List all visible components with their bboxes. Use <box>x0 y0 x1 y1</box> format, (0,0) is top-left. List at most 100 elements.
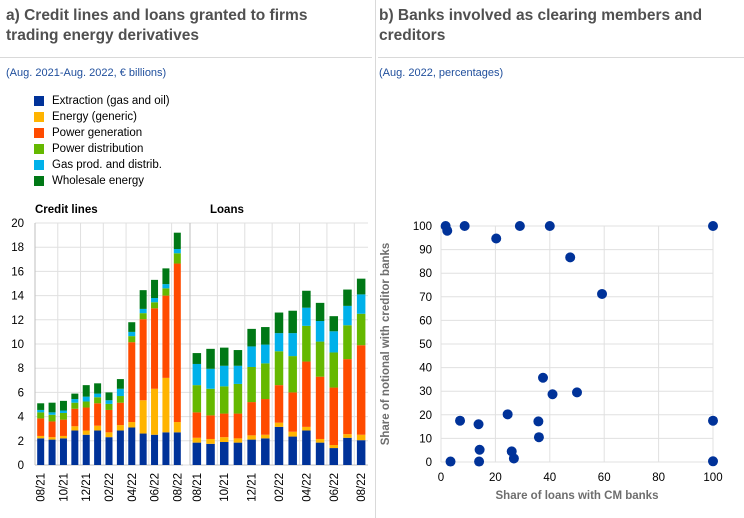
bar-segment <box>162 284 170 289</box>
legend-swatch <box>34 176 44 186</box>
bar-segment <box>116 396 124 403</box>
bar-segment <box>356 434 366 441</box>
bar-segment <box>94 430 102 465</box>
bar-segment <box>315 302 325 322</box>
y-tick-label: 14 <box>11 291 24 303</box>
bar-segment <box>219 437 229 443</box>
panel-divider <box>375 0 376 518</box>
y-tick-label: 40 <box>419 363 432 375</box>
bar-segment <box>94 393 102 398</box>
bar-segment <box>274 312 284 334</box>
bar-segment <box>71 399 79 403</box>
y-tick-label: 0 <box>426 457 432 469</box>
bar-segment <box>71 393 79 400</box>
panel-a-title-line1: a) Credit lines and loans granted to fir… <box>6 7 308 24</box>
legend-item: Power generation <box>34 125 170 141</box>
x-tick-label: 40 <box>543 472 556 484</box>
bar-segment <box>315 321 325 342</box>
x-tick-label: 10/21 <box>58 473 70 502</box>
bar-segment <box>274 385 284 423</box>
bar-segment <box>116 402 124 426</box>
bar-segment <box>162 432 170 465</box>
x-tick-label: 02/22 <box>104 473 116 502</box>
bar-segment <box>233 413 243 439</box>
bar-segment <box>59 419 67 436</box>
bar-segment <box>94 403 102 426</box>
bar-segment <box>116 388 124 397</box>
bar-segment <box>94 425 102 431</box>
x-tick-label: 12/21 <box>81 473 93 502</box>
bar-segment <box>219 442 229 465</box>
scatter-point <box>544 221 555 231</box>
bar-segment <box>315 341 325 377</box>
legend-swatch <box>34 112 44 122</box>
bar-segment <box>192 437 202 443</box>
x-tick-label: 06/22 <box>150 473 162 502</box>
bar-segment <box>37 409 45 413</box>
bar-segment <box>247 439 256 465</box>
scatter-point <box>538 372 548 383</box>
y-tick-label: 90 <box>419 245 432 257</box>
scatter-point <box>533 416 544 427</box>
panel-a-title: a) Credit lines and loans granted to fir… <box>6 6 307 46</box>
bar-segment <box>247 328 256 347</box>
scatter-point <box>514 221 525 231</box>
scatter-point <box>445 456 456 467</box>
x-tick-label: 08/21 <box>36 473 48 502</box>
bar-segment <box>162 268 170 285</box>
bar-segment <box>59 400 67 411</box>
legend-label: Wholesale energy <box>52 175 145 187</box>
bar-segment <box>162 295 170 378</box>
bar-segment <box>247 366 256 403</box>
bar-segment <box>82 396 90 402</box>
bar-segment <box>302 325 311 362</box>
bar-segment <box>356 294 366 314</box>
bar-segment <box>247 435 256 440</box>
bar-segment <box>261 438 270 465</box>
x-tick-label: 06/22 <box>329 473 341 502</box>
legend-item: Gas prod. and distrib. <box>34 157 170 173</box>
bar-segment <box>274 426 284 465</box>
bar-segment <box>219 365 229 387</box>
bar-segment <box>48 414 56 422</box>
bar-segment <box>173 422 181 433</box>
y-tick-label: 18 <box>11 242 24 254</box>
bar-segment <box>206 415 215 439</box>
y-tick-label: 6 <box>18 387 24 399</box>
bar-segment <box>206 348 215 369</box>
scatter-point <box>491 233 502 244</box>
bar-segment <box>128 422 136 428</box>
bar-segment <box>105 409 113 433</box>
bar-segment <box>356 440 366 465</box>
bar-segment <box>37 435 45 439</box>
bar-segment <box>151 388 159 435</box>
bar-segment <box>173 249 181 254</box>
y-tick-label: 10 <box>11 339 24 351</box>
bar-segment <box>206 388 215 416</box>
scatter-point <box>502 409 513 420</box>
bar-segment <box>139 308 147 314</box>
bar-segment <box>71 430 79 465</box>
y-tick-label: 4 <box>18 412 25 424</box>
bar-segment <box>233 438 243 443</box>
bar-segment <box>206 368 215 389</box>
legend-swatch <box>34 128 44 138</box>
x-axis-label: Share of loans with CM banks <box>496 490 659 502</box>
bar-segment <box>192 412 202 438</box>
y-tick-label: 30 <box>419 386 432 398</box>
bar-segment <box>116 430 124 465</box>
bar-segment <box>59 435 67 439</box>
bar-segment <box>247 402 256 436</box>
bar-segment <box>105 400 113 404</box>
bar-segment <box>192 353 202 364</box>
legend-item: Power distribution <box>34 141 170 157</box>
scatter-point <box>533 432 544 443</box>
legend-label: Power generation <box>52 127 143 139</box>
divider <box>0 57 372 58</box>
bar-segment <box>82 385 90 397</box>
bar-segment <box>343 289 352 306</box>
y-tick-label: 12 <box>11 315 24 327</box>
bar-segment <box>261 363 270 400</box>
bar-segment <box>192 363 202 386</box>
